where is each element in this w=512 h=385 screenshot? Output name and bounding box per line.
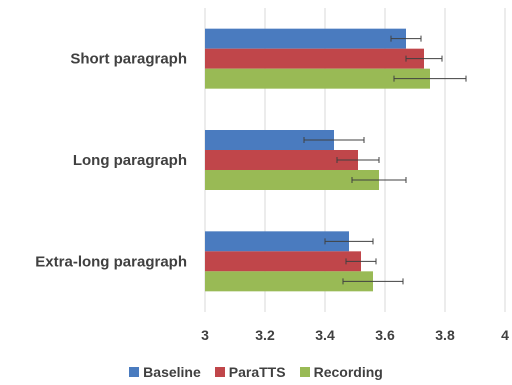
x-tick-labels: 3 3.2 3.4 3.6 3.8 4 bbox=[201, 327, 509, 343]
x-tick-label: 3 bbox=[201, 327, 209, 343]
category-labels: Short paragraph Long paragraph Extra-long … bbox=[35, 51, 187, 271]
error-bar bbox=[336, 157, 380, 163]
bar-paratts-2 bbox=[205, 251, 361, 272]
error-bar bbox=[351, 177, 407, 183]
error-bar bbox=[342, 278, 404, 285]
legend-label-baseline: Baseline bbox=[143, 364, 201, 380]
legend-item-baseline: Baseline bbox=[129, 364, 201, 380]
legend: Baseline ParaTTS Recording bbox=[0, 364, 512, 380]
error-bar bbox=[345, 258, 377, 265]
legend-label-recording: Recording bbox=[313, 364, 383, 380]
error-bar bbox=[324, 238, 374, 245]
x-tick-label: 3.6 bbox=[375, 327, 395, 343]
bar-baseline-0 bbox=[205, 28, 406, 49]
legend-item-paratts: ParaTTS bbox=[214, 364, 286, 380]
x-tick-label: 3.4 bbox=[315, 327, 335, 343]
error-bars bbox=[303, 35, 467, 285]
x-tick-label: 4 bbox=[501, 327, 509, 343]
category-label: Short paragraph bbox=[70, 51, 187, 68]
error-bar bbox=[405, 55, 443, 62]
x-tick-label: 3.2 bbox=[255, 327, 275, 343]
legend-swatch-paratts bbox=[214, 367, 225, 377]
error-bar bbox=[303, 137, 365, 143]
category-label: Extra-long paragraph bbox=[35, 253, 187, 270]
bar-recording-2 bbox=[205, 271, 373, 292]
bars bbox=[205, 28, 430, 292]
bar-recording-0 bbox=[205, 68, 430, 89]
legend-swatch-baseline bbox=[129, 367, 140, 377]
x-tick-label: 3.8 bbox=[435, 327, 455, 343]
error-bar bbox=[390, 35, 422, 42]
category-label: Long paragraph bbox=[73, 152, 187, 169]
legend-swatch-recording bbox=[299, 367, 310, 377]
bar-paratts-0 bbox=[205, 48, 424, 69]
legend-label-paratts: ParaTTS bbox=[228, 364, 286, 380]
bar-baseline-2 bbox=[205, 231, 349, 252]
bar-baseline-1 bbox=[205, 130, 334, 150]
legend-item-recording: Recording bbox=[299, 364, 383, 380]
bar-paratts-1 bbox=[205, 150, 358, 170]
bar-recording-1 bbox=[205, 170, 379, 190]
error-bar bbox=[393, 75, 467, 82]
